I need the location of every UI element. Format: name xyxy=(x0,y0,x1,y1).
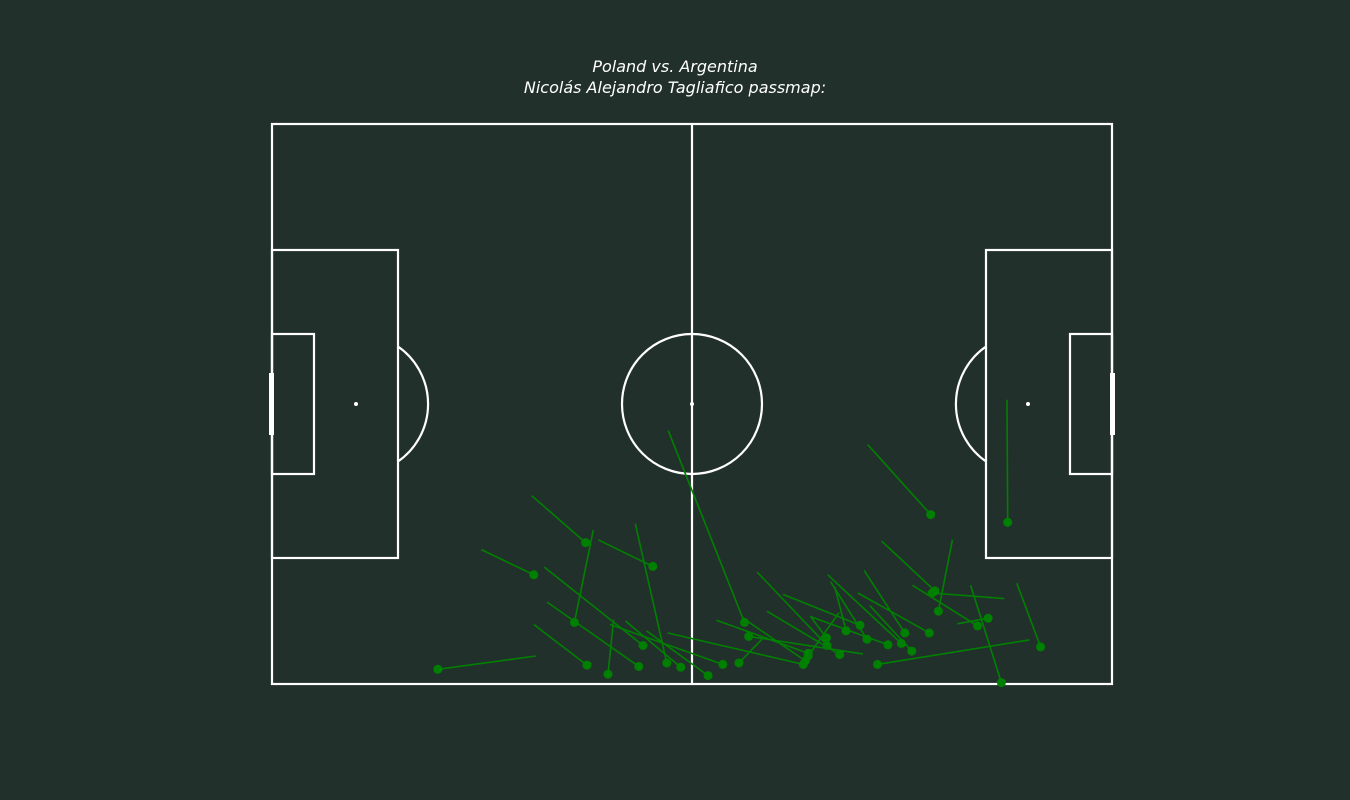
pass-end-point-4 xyxy=(529,570,539,580)
left-six-yard-box xyxy=(270,332,316,476)
pass-line-39 xyxy=(932,592,1005,600)
pass-line-20 xyxy=(809,615,828,639)
pass-line-10 xyxy=(437,655,537,671)
pass-line-32 xyxy=(881,540,936,592)
pass-line-36 xyxy=(1016,582,1042,648)
pass-line-37 xyxy=(969,585,1003,683)
pass-end-point-18 xyxy=(835,650,845,660)
centre-circle xyxy=(620,332,764,476)
pass-end-point-28 xyxy=(907,646,917,656)
pass-end-point-29 xyxy=(900,628,910,638)
pass-end-point-12 xyxy=(718,659,728,669)
pass-end-point-13 xyxy=(676,662,686,672)
pass-end-point-37 xyxy=(996,678,1006,688)
left-penalty-spot xyxy=(354,402,358,406)
pass-end-point-39 xyxy=(927,588,937,598)
pass-end-point-40 xyxy=(926,510,936,520)
pass-end-point-26 xyxy=(855,620,865,630)
pass-line-11 xyxy=(607,619,615,675)
right-goal xyxy=(1110,373,1115,435)
pass-end-point-17 xyxy=(798,659,808,669)
pass-end-point-22 xyxy=(744,631,754,641)
pass-line-25 xyxy=(834,586,847,631)
pass-line-31 xyxy=(829,581,868,640)
pass-line-8 xyxy=(546,601,640,668)
pass-end-point-27 xyxy=(883,640,893,650)
chart-title-line-1: Poland vs. Argentina xyxy=(592,57,758,76)
pass-line-2 xyxy=(667,430,746,623)
pass-end-point-21 xyxy=(803,648,813,658)
pass-line-22 xyxy=(748,635,863,655)
passes xyxy=(433,399,1046,688)
left-penalty-area xyxy=(270,248,400,560)
pass-end-point-6 xyxy=(638,641,648,650)
centre-spot xyxy=(690,402,694,406)
pass-line-21 xyxy=(716,619,809,654)
pass-end-point-38 xyxy=(873,659,882,669)
pass-end-point-31 xyxy=(862,634,872,644)
right-penalty-spot xyxy=(1026,402,1030,406)
pass-end-point-9 xyxy=(582,660,592,670)
pass-line-1 xyxy=(634,523,668,664)
pass-end-point-5 xyxy=(648,561,658,571)
pass-end-point-14 xyxy=(703,671,713,681)
pass-line-4 xyxy=(480,548,535,576)
pass-line-33 xyxy=(937,539,954,612)
pass-end-point-8 xyxy=(634,662,644,671)
pass-line-5 xyxy=(597,539,654,568)
pass-line-30 xyxy=(857,592,930,634)
pass-line-28 xyxy=(869,605,913,652)
pass-line-40 xyxy=(867,444,932,516)
pass-end-point-34 xyxy=(983,613,993,623)
pass-line-9 xyxy=(533,623,588,666)
pass-line-23 xyxy=(756,571,828,647)
pitch-spots xyxy=(269,373,1115,435)
pass-end-point-16 xyxy=(734,658,744,668)
pass-line-29 xyxy=(863,570,906,634)
chart-title-line-2: Nicolás Alejandro Tagliafico passmap: xyxy=(523,78,827,97)
pass-end-point-36 xyxy=(1036,642,1046,652)
pass-end-point-35 xyxy=(973,621,983,631)
pass-line-7 xyxy=(573,529,595,623)
pass-line-27 xyxy=(810,616,889,646)
pass-end-point-30 xyxy=(924,628,934,638)
pass-line-38 xyxy=(877,639,1030,666)
pass-line-26 xyxy=(782,593,861,626)
pass-end-point-3 xyxy=(581,538,591,548)
pass-end-point-10 xyxy=(433,664,443,674)
pass-line-41 xyxy=(1006,399,1009,523)
pass-line-35 xyxy=(912,584,979,627)
pass-end-point-1 xyxy=(662,658,672,668)
pass-line-17 xyxy=(667,632,804,666)
left-goal xyxy=(269,373,274,435)
pass-line-16 xyxy=(738,638,763,664)
pass-end-point-11 xyxy=(603,669,613,679)
pass-end-point-41 xyxy=(1003,517,1013,527)
right-penalty-arc xyxy=(954,345,987,463)
pass-end-point-20 xyxy=(821,633,831,643)
pass-line-3 xyxy=(531,495,587,544)
pass-line-34 xyxy=(957,617,989,625)
right-penalty-area xyxy=(984,248,1114,560)
pass-line-24 xyxy=(827,574,902,644)
pass-end-point-33 xyxy=(933,606,943,616)
right-six-yard-box xyxy=(1068,332,1114,476)
pass-end-point-23 xyxy=(822,641,832,650)
pass-line-13 xyxy=(624,620,682,668)
left-penalty-arc xyxy=(397,345,430,463)
pass-line-14 xyxy=(646,630,709,677)
pass-line-6 xyxy=(543,566,644,647)
